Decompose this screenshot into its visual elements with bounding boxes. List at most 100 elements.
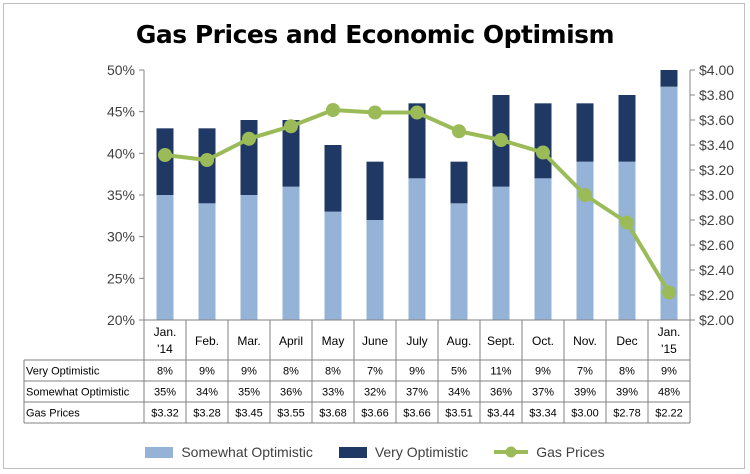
table-cell: $3.55 xyxy=(277,408,305,420)
bar-very-optimistic xyxy=(366,161,384,220)
table-cell: $3.66 xyxy=(361,408,389,420)
y-right-tick-label: $2.20 xyxy=(699,287,734,303)
y-left-tick-label: 35% xyxy=(107,187,135,203)
y-left-tick-label: 25% xyxy=(107,270,135,286)
bar-somewhat-optimistic xyxy=(618,161,636,320)
legend-item-very: Very Optimistic xyxy=(338,444,469,460)
table-cell: 7% xyxy=(367,366,383,378)
gas-price-point xyxy=(620,215,634,230)
bar-somewhat-optimistic xyxy=(534,178,552,320)
category-label: Sept. xyxy=(487,334,515,348)
legend-label-very: Very Optimistic xyxy=(374,444,469,460)
y-right-tick-label: $3.80 xyxy=(699,87,734,103)
category-label: July xyxy=(406,334,427,348)
y-right-tick-label: $3.00 xyxy=(699,187,734,203)
table-cell: 37% xyxy=(532,387,554,399)
table-cell: 9% xyxy=(409,366,425,378)
table-cell: 8% xyxy=(325,366,341,378)
bar-somewhat-optimistic xyxy=(450,203,468,320)
bar-very-optimistic xyxy=(282,120,300,187)
table-cell: 8% xyxy=(619,366,635,378)
gas-price-point xyxy=(578,188,592,202)
table-cell: $3.00 xyxy=(571,408,599,420)
table-cell: 35% xyxy=(238,387,260,399)
category-label: June xyxy=(362,334,388,348)
legend-swatch-somewhat xyxy=(145,446,174,458)
gas-price-point xyxy=(662,285,676,300)
bar-somewhat-optimistic xyxy=(198,203,216,320)
y-right-tick-label: $2.80 xyxy=(699,212,734,228)
table-cell: 39% xyxy=(616,387,638,399)
legend-label-gas: Gas Prices xyxy=(536,444,605,460)
legend-item-gas: Gas Prices xyxy=(494,444,605,460)
category-label: May xyxy=(322,334,345,348)
gas-price-point xyxy=(242,131,256,146)
y-right-tick-label: $2.40 xyxy=(699,262,734,278)
table-cell: $3.34 xyxy=(529,408,557,420)
table-cell: 9% xyxy=(661,366,677,378)
bar-somewhat-optimistic xyxy=(576,161,594,320)
table-cell: 9% xyxy=(241,366,257,378)
table-cell: 8% xyxy=(283,366,299,378)
table-cell: 39% xyxy=(574,387,596,399)
bar-very-optimistic xyxy=(450,161,468,204)
category-label: Nov. xyxy=(573,334,597,348)
y-right-tick-label: $2.00 xyxy=(699,312,734,328)
gas-price-point xyxy=(536,145,550,160)
table-cell: 9% xyxy=(199,366,215,378)
table-row-label: Very Optimistic xyxy=(26,366,100,378)
table-cell: 5% xyxy=(451,366,467,378)
table-cell: $3.45 xyxy=(235,408,263,420)
table-cell: 34% xyxy=(448,387,470,399)
bar-somewhat-optimistic xyxy=(156,195,174,320)
category-label: Oct. xyxy=(532,334,554,348)
category-label: '15 xyxy=(661,342,677,356)
bar-very-optimistic xyxy=(324,145,342,212)
table-cell: $2.22 xyxy=(655,408,683,420)
table-cell: $3.28 xyxy=(193,408,221,420)
table-cell: 48% xyxy=(658,387,680,399)
table-cell: 11% xyxy=(490,366,511,378)
legend-label-somewhat: Somewhat Optimistic xyxy=(181,444,313,460)
y-right-tick-label: $2.60 xyxy=(699,237,734,253)
bar-somewhat-optimistic xyxy=(324,211,342,320)
y-right-tick-label: $3.20 xyxy=(699,162,734,178)
category-label: Mar. xyxy=(237,334,260,348)
table-cell: $3.66 xyxy=(403,408,431,420)
category-label: Jan. xyxy=(658,325,681,339)
table-cell: 36% xyxy=(490,387,512,399)
table-cell: $3.68 xyxy=(319,408,347,420)
gas-price-point xyxy=(368,105,382,120)
table-cell: 32% xyxy=(364,387,386,399)
gas-price-point xyxy=(284,119,298,134)
y-left-tick-label: 30% xyxy=(107,229,135,245)
y-right-tick-label: $3.40 xyxy=(699,137,734,153)
y-right-tick-label: $4.00 xyxy=(699,62,734,78)
bar-very-optimistic xyxy=(618,95,636,162)
bar-very-optimistic xyxy=(408,103,426,179)
legend-swatch-very xyxy=(338,446,367,458)
category-label: Feb. xyxy=(195,334,219,348)
gas-price-point xyxy=(200,153,214,167)
legend-item-somewhat: Somewhat Optimistic xyxy=(145,444,313,460)
table-cell: 34% xyxy=(196,387,218,399)
table-cell: $3.32 xyxy=(151,408,179,420)
table-cell: $3.44 xyxy=(487,408,515,420)
gas-price-point xyxy=(452,124,466,139)
table-cell: 35% xyxy=(154,387,176,399)
gas-price-point xyxy=(326,103,340,117)
y-left-tick-label: 50% xyxy=(107,62,135,78)
bar-somewhat-optimistic xyxy=(408,178,426,320)
chart-frame xyxy=(3,3,745,469)
bar-somewhat-optimistic xyxy=(660,86,678,321)
table-cell: 8% xyxy=(157,366,173,378)
y-left-tick-label: 20% xyxy=(107,312,135,328)
bar-very-optimistic xyxy=(534,103,552,179)
gas-price-point xyxy=(410,105,424,120)
category-label: Dec xyxy=(616,334,637,348)
y-left-tick-label: 40% xyxy=(107,145,135,161)
bar-somewhat-optimistic xyxy=(282,186,300,320)
category-label: Jan. xyxy=(154,325,177,339)
table-cell: 37% xyxy=(406,387,428,399)
